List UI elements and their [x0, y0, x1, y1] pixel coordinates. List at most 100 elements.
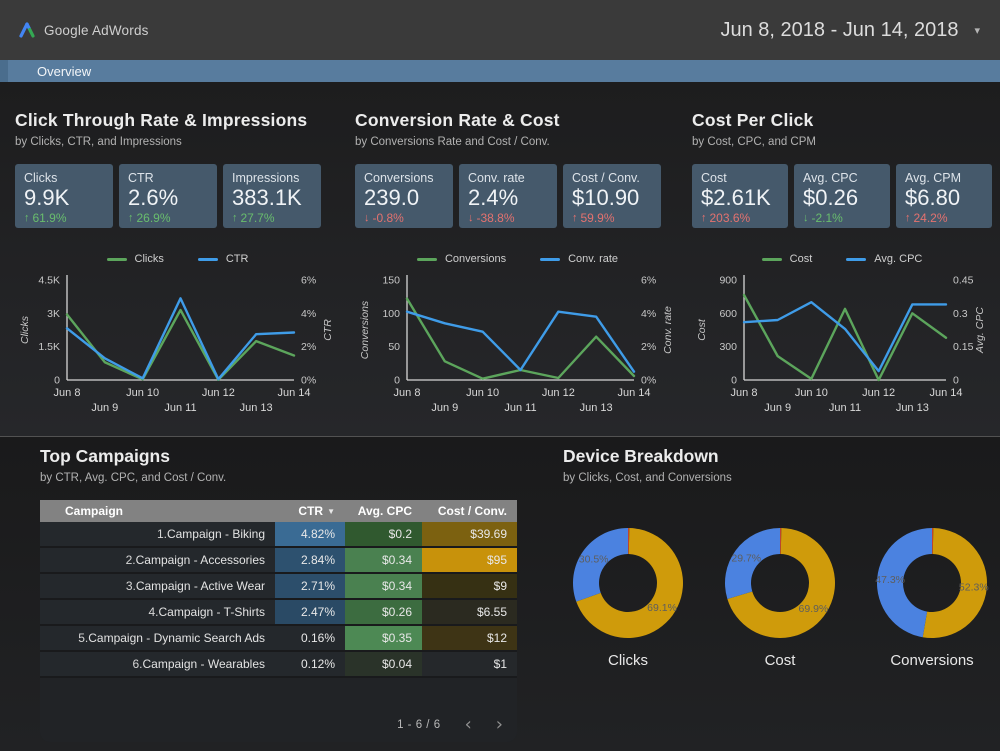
top-campaigns-header: Top Campaigns by CTR, Avg. CPC, and Cost…	[40, 446, 226, 484]
scorecard-value: $2.61K	[701, 185, 771, 210]
scorecard-ctr: CTR 2.6% ↑ 26.9%	[119, 164, 217, 228]
section-subtitle: by Conversions Rate and Cost / Conv.	[355, 136, 550, 148]
svg-text:1.5K: 1.5K	[38, 341, 60, 353]
column-header-avg-cpc[interactable]: Avg. CPC	[345, 500, 422, 522]
table-row-campaign-wearables[interactable]: 6.Campaign - Wearables 0.12% $0.04 $1	[40, 651, 517, 678]
legend-label: Conv. rate	[568, 253, 619, 265]
ctr-cell: 2.47%	[275, 599, 345, 626]
svg-text:100: 100	[382, 308, 400, 320]
scorecard-row: Clicks 9.9K ↑ 61.9% CTR 2.6% ↑ 26.9% Impressions…	[15, 164, 321, 228]
legend-label: Avg. CPC	[874, 253, 923, 265]
scorecard-delta: ↑ 61.9%	[24, 211, 104, 225]
app-header: Google AdWords Jun 8, 2018 - Jun 14, 201…	[0, 0, 1000, 60]
scorecard-delta-value: -38.8%	[476, 211, 515, 226]
column-header-campaign[interactable]: Campaign	[40, 500, 275, 522]
chart-legend: Conversions Conv. rate	[355, 252, 680, 266]
avg_cpc-cell: $0.2	[345, 522, 422, 548]
scorecard-label: CTR	[128, 171, 154, 185]
svg-text:Jun 14: Jun 14	[929, 387, 962, 399]
scorecard-delta-value: 61.9%	[32, 211, 67, 226]
svg-text:Jun 12: Jun 12	[202, 387, 235, 399]
scorecard-delta: ↑ 24.2%	[905, 211, 983, 225]
campaign-cell: 3.Campaign - Active Wear	[40, 573, 275, 600]
scorecard-cost: Cost $2.61K ↑ 203.6%	[692, 164, 788, 228]
svg-text:Jun 8: Jun 8	[54, 387, 81, 399]
conversions-rate-line-chart[interactable]: 0 50 100 150 0% 2% 4% 6% Conversions Conv. rate Ju…	[355, 268, 680, 418]
scorecard-delta: ↑ 27.7%	[232, 211, 312, 225]
svg-text:Jun 13: Jun 13	[896, 402, 929, 414]
scorecard-label: Avg. CPM	[905, 171, 962, 185]
section-title: Cost Per Click	[692, 110, 814, 130]
scorecard-delta-value: 26.9%	[136, 211, 171, 226]
scorecard-delta: ↑ 26.9%	[128, 211, 208, 225]
svg-text:900: 900	[719, 275, 737, 287]
scorecard-delta: ↑ 203.6%	[701, 211, 779, 225]
trend-up-icon: ↑	[905, 212, 911, 225]
svg-text:3K: 3K	[47, 308, 60, 320]
table-row-campaign-dynamic-search-ads[interactable]: 5.Campaign - Dynamic Search Ads 0.16% $0.3…	[40, 625, 517, 652]
tab-bar-edge	[0, 60, 8, 82]
svg-text:Jun 11: Jun 11	[164, 402, 196, 414]
tab-overview[interactable]: Overview	[37, 63, 92, 79]
svg-text:29.7%: 29.7%	[731, 552, 761, 564]
table-row-campaign-biking[interactable]: 1.Campaign - Biking 4.82% $0.2 $39.69	[40, 522, 517, 548]
cost_conv-cell: $39.69	[422, 522, 517, 548]
cost_conv-cell: $95	[422, 547, 517, 574]
legend-label: Cost	[789, 253, 813, 265]
clicks-ctr-line-chart[interactable]: 0 1.5K 3K 4.5K 0% 2% 4% 6% Clicks CTR Jun 8 Jun 9 Ju…	[15, 268, 340, 418]
pagination-prev-button[interactable]: ‹	[464, 714, 472, 735]
svg-text:2%: 2%	[641, 341, 656, 353]
scorecard-conversions: Conversions 239.0 ↓ -0.8%	[355, 164, 453, 228]
campaign-name: Campaign - Biking	[166, 527, 265, 541]
section-title: Conversion Rate & Cost	[355, 110, 560, 130]
table-row-campaign-active-wear[interactable]: 3.Campaign - Active Wear 2.71% $0.34 $9	[40, 573, 517, 600]
svg-text:600: 600	[719, 308, 737, 320]
svg-text:Jun 11: Jun 11	[829, 402, 861, 414]
svg-text:0: 0	[54, 375, 60, 387]
scorecard-delta-value: -0.8%	[372, 211, 404, 226]
scorecard-value: 383.1K	[232, 185, 302, 210]
svg-text:Jun 8: Jun 8	[731, 387, 758, 399]
avg_cpc-cell: $0.34	[345, 573, 422, 600]
svg-text:Jun 10: Jun 10	[126, 387, 159, 399]
pagination-range-text: 1 - 6 / 6	[397, 719, 441, 731]
chart-legend: Clicks CTR	[15, 252, 340, 266]
date-range-selector[interactable]: Jun 8, 2018 - Jun 14, 2018 ▾	[721, 19, 981, 42]
scorecard-label: Impressions	[232, 171, 300, 185]
row-index: 5.	[78, 631, 89, 645]
device-breakdown-title: Device Breakdown	[563, 446, 719, 466]
table-row-campaign-t-shirts[interactable]: 4.Campaign - T-Shirts 2.47% $0.26 $6.55	[40, 599, 517, 626]
avg_cpc-cell: $0.35	[345, 625, 422, 652]
avg_cpc-cell: $0.26	[345, 599, 422, 626]
campaign-name: Campaign - Accessories	[135, 553, 265, 567]
svg-text:Conv. rate: Conv. rate	[662, 306, 674, 354]
svg-text:Jun 14: Jun 14	[617, 387, 650, 399]
scorecard-cost-conv: Cost / Conv. $10.90 ↑ 59.9%	[563, 164, 661, 228]
svg-text:52.3%: 52.3%	[959, 582, 989, 594]
scorecard-delta: ↑ 59.9%	[572, 211, 652, 225]
legend-label: CTR	[225, 253, 249, 265]
donut-clicks: 69.1% 30.5% Clicks	[563, 526, 693, 669]
svg-text:4%: 4%	[301, 308, 316, 320]
row-index: 3.	[125, 579, 136, 593]
legend-label: Clicks	[134, 253, 164, 265]
scorecard-row: Conversions 239.0 ↓ -0.8% Conv. rate 2.4% ↓ -38…	[355, 164, 661, 228]
svg-text:30.5%: 30.5%	[579, 553, 609, 565]
trend-down-icon: ↓	[364, 212, 370, 225]
conversions-donut-chart[interactable]: 52.3% 47.3%	[867, 526, 997, 642]
legend-item-clicks: Clicks	[106, 253, 164, 265]
svg-text:0%: 0%	[641, 375, 656, 387]
cost-donut-chart[interactable]: 69.9% 29.7%	[715, 526, 845, 642]
column-header-cost-conv[interactable]: Cost / Conv.	[422, 500, 517, 522]
table-row-campaign-accessories[interactable]: 2.Campaign - Accessories 2.84% $0.34 $95	[40, 547, 517, 574]
scorecard-avg-cpm: Avg. CPM $6.80 ↑ 24.2%	[896, 164, 992, 228]
column-header-ctr[interactable]: CTR ▼	[275, 500, 345, 522]
scorecard-delta: ↓ -2.1%	[803, 211, 881, 225]
donut-title: Conversions	[890, 652, 974, 669]
cost-cpc-line-chart[interactable]: 0 300 600 900 0 0.15 0.3 0.45 Cost Avg. CPC Jun 8 J…	[692, 268, 992, 418]
sort-desc-icon: ▼	[327, 507, 335, 516]
legend-item-conv-rate: Conv. rate	[540, 253, 618, 265]
clicks-donut-chart[interactable]: 69.1% 30.5%	[563, 526, 693, 642]
svg-text:CTR: CTR	[322, 319, 334, 341]
pagination-next-button[interactable]: ›	[495, 714, 503, 735]
